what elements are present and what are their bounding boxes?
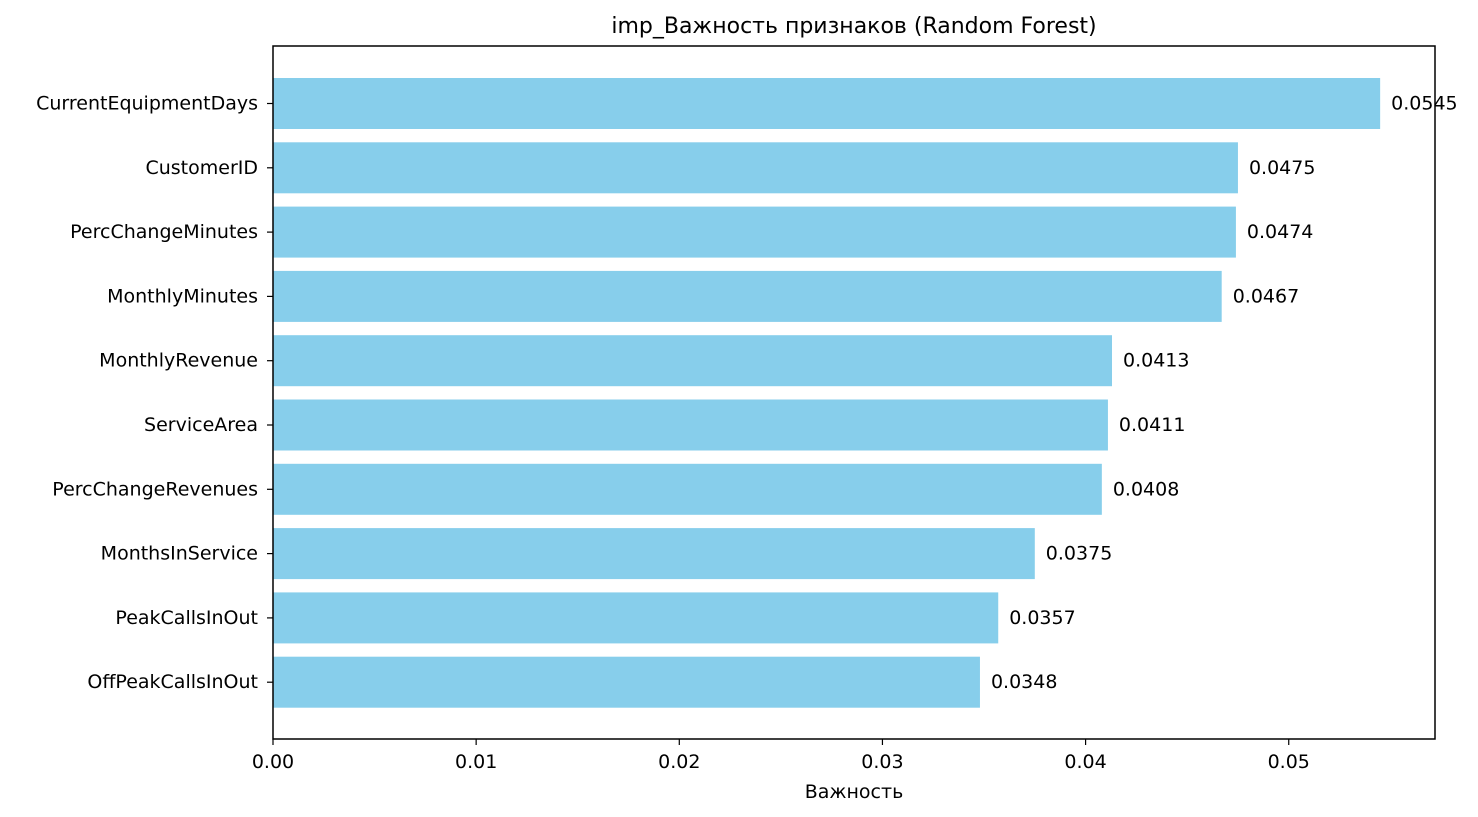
bar-value-label: 0.0475 [1249,157,1315,179]
x-tick-label: 0.00 [252,751,294,773]
x-axis-label: Важность [805,781,904,803]
bar-value-label: 0.0474 [1247,221,1313,243]
chart-title: imp_Важность признаков (Random Forest) [611,14,1096,39]
x-tick-label: 0.04 [1064,751,1106,773]
x-tick-label: 0.02 [658,751,700,773]
bar [273,335,1112,387]
bar [273,528,1035,580]
y-tick-label: PeakCallsInOut [115,607,258,629]
y-tick-labels: CurrentEquipmentDays CustomerID PercChange… [36,93,273,693]
bar [273,656,980,708]
plot-frame [272,45,1436,740]
x-tick-label: 0.03 [861,751,903,773]
y-tick-label: OffPeakCallsInOut [87,671,258,693]
bar [273,78,1381,129]
x-axis: 0.00 0.01 0.02 0.03 0.04 0.05 [252,739,1310,773]
bar-value-label: 0.0375 [1046,543,1112,565]
y-tick-label: CurrentEquipmentDays [36,93,258,115]
bar [273,270,1222,322]
y-tick-label: PercChangeMinutes [70,221,258,243]
bar-value-label: 0.0408 [1113,478,1179,500]
y-tick-label: MonthlyRevenue [99,350,258,372]
bars-layer: 0.0545 0.0475 0.0474 0.0467 0.0413 0.0411 0.04… [273,78,1458,708]
bar-value-label: 0.0348 [991,671,1057,693]
bar [273,592,999,644]
bar [273,399,1108,451]
bar-value-label: 0.0545 [1391,93,1457,115]
y-tick-label: CustomerID [145,157,258,179]
bar-value-label: 0.0357 [1009,607,1075,629]
bar [273,142,1238,194]
bar-value-label: 0.0467 [1233,285,1299,307]
bar [273,206,1236,258]
bar-value-label: 0.0413 [1123,350,1189,372]
bar [273,463,1102,515]
x-tick-label: 0.05 [1268,751,1310,773]
y-tick-label: PercChangeRevenues [52,478,258,500]
y-tick-label: MonthsInService [101,543,258,565]
bar-value-label: 0.0411 [1119,414,1185,436]
y-tick-label: MonthlyMinutes [107,285,258,307]
x-tick-label: 0.01 [455,751,497,773]
y-tick-label: ServiceArea [144,414,258,436]
